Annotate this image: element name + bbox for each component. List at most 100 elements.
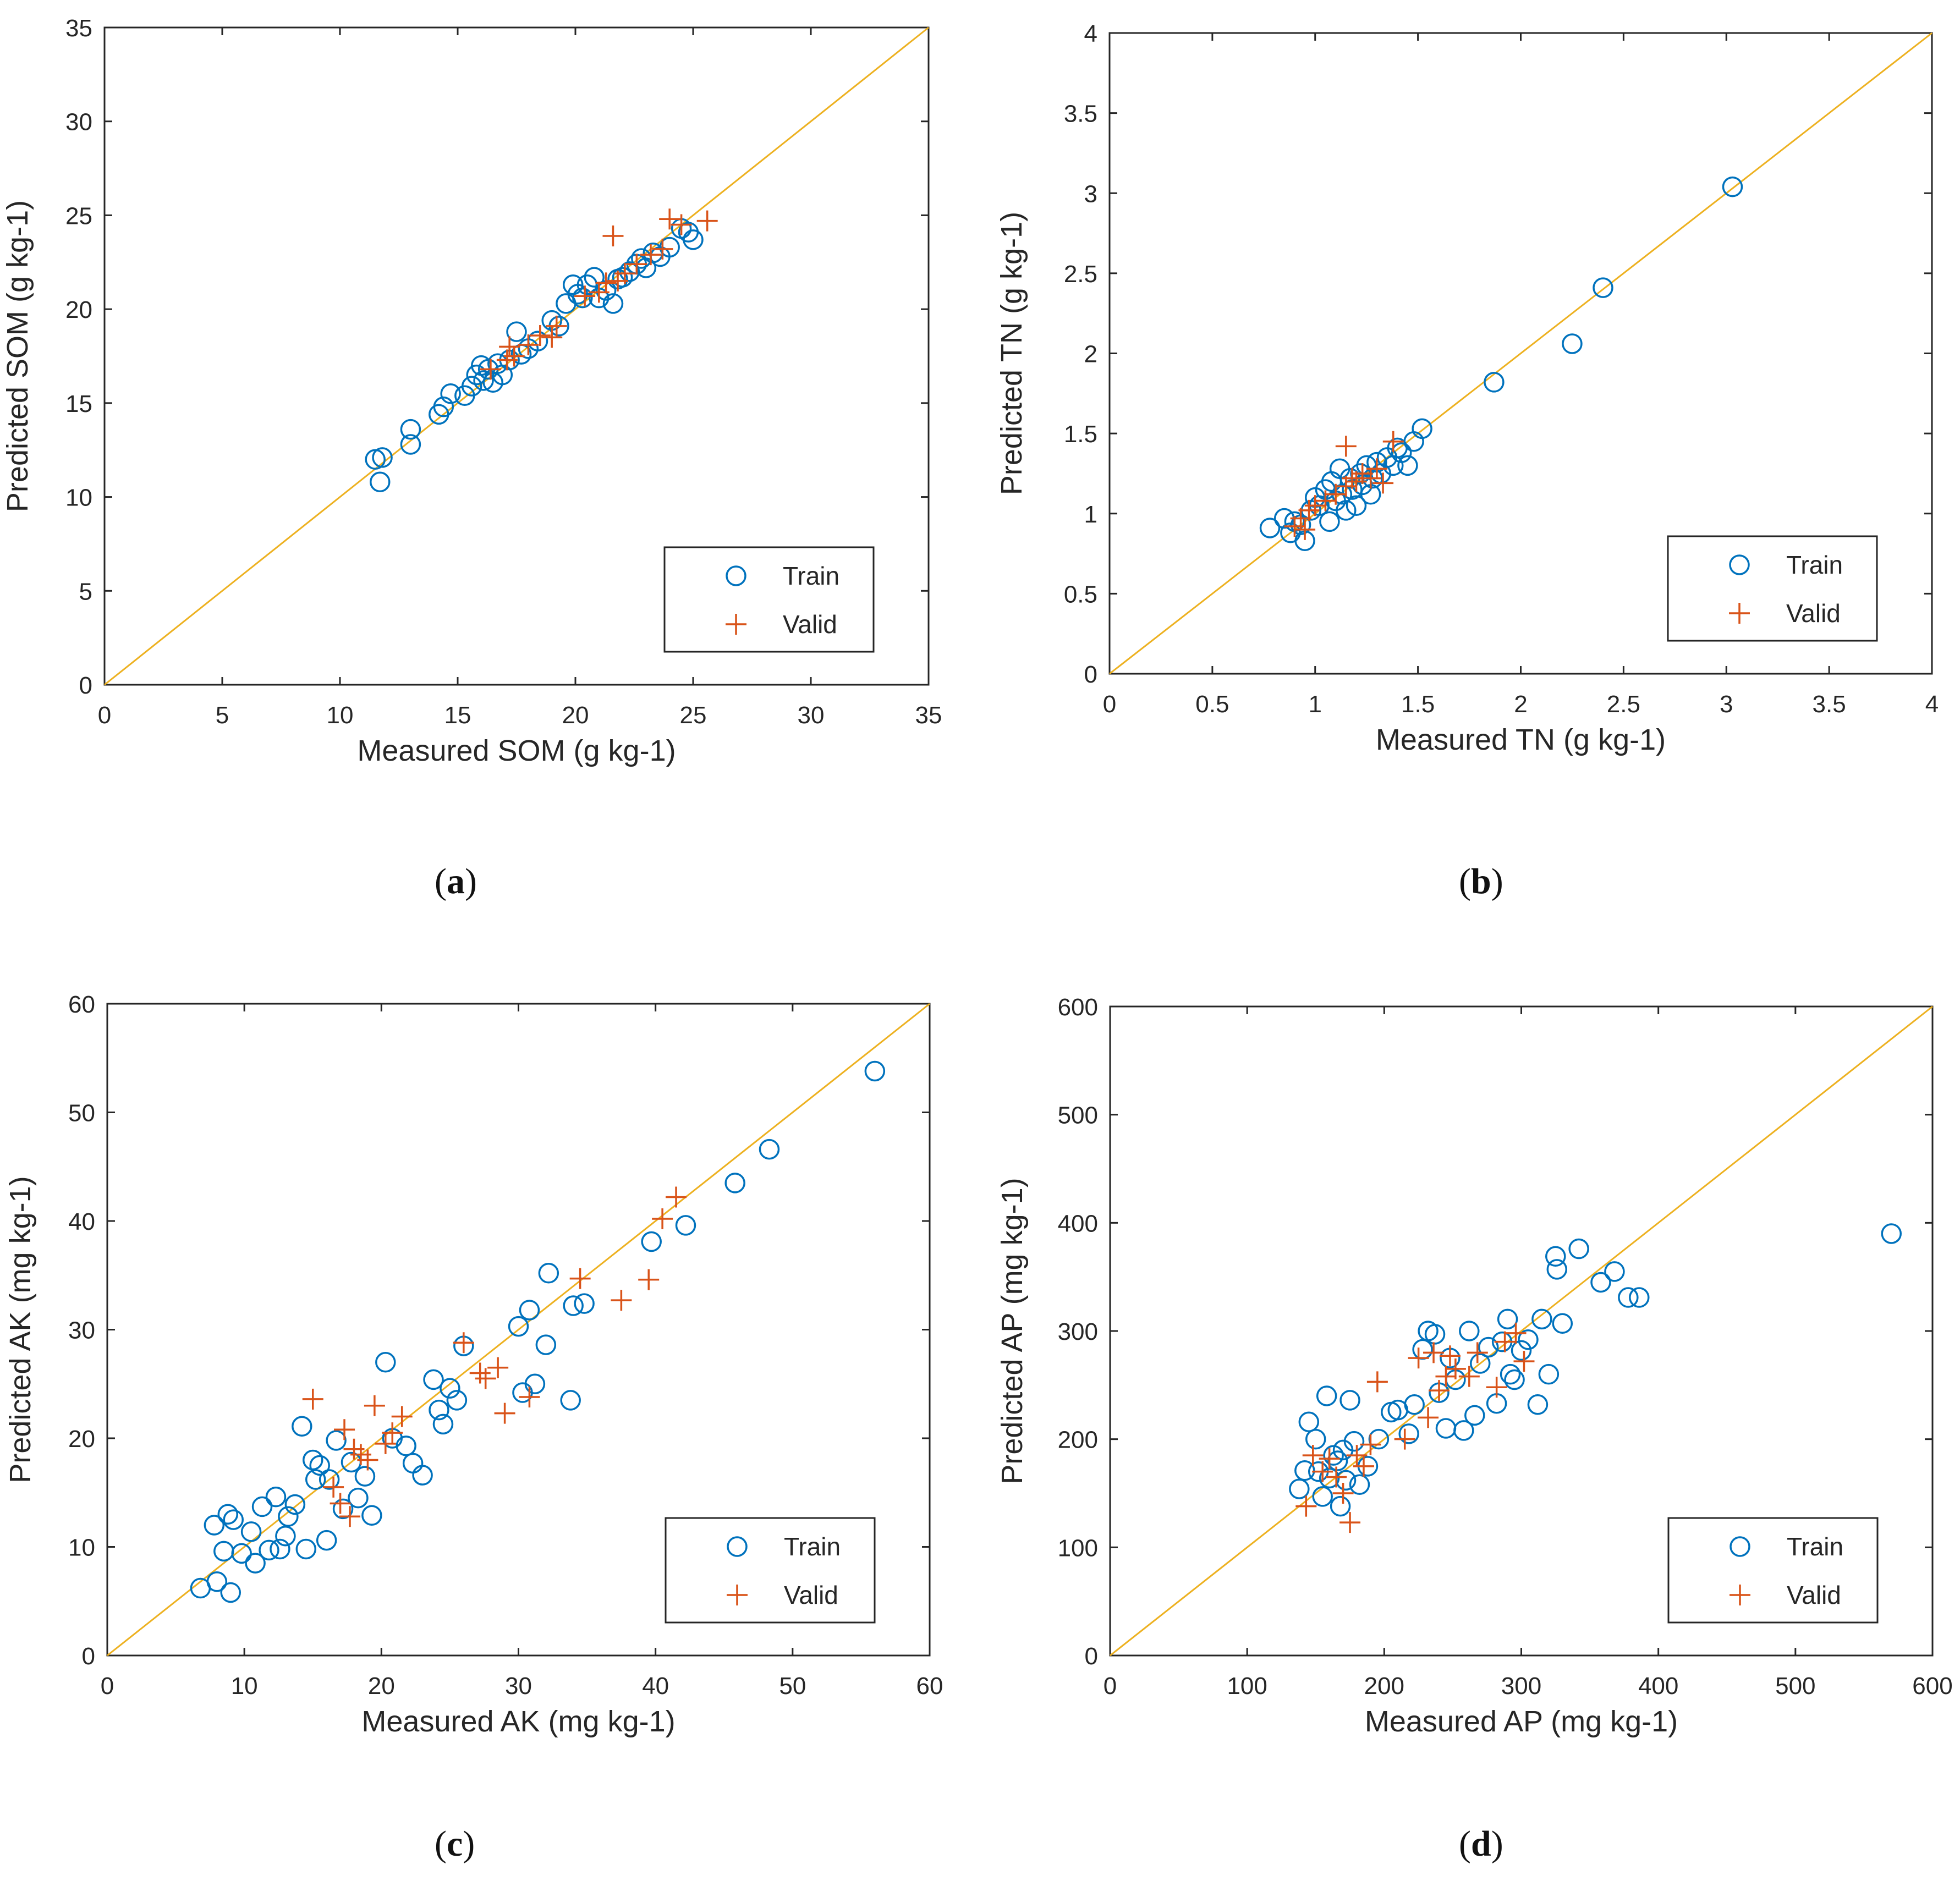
train-point: [1545, 1246, 1566, 1267]
valid-point: [666, 1186, 687, 1208]
valid-point: [391, 1406, 413, 1427]
train-point: [1518, 1329, 1539, 1350]
train-point: [316, 1530, 337, 1551]
train-point: [1412, 418, 1432, 439]
train-point: [1568, 1238, 1589, 1260]
valid-point: [1423, 1342, 1445, 1363]
train-point: [396, 1436, 416, 1456]
train-point: [1562, 333, 1583, 354]
legend-box: [1667, 535, 1878, 642]
valid-point: [499, 336, 520, 358]
train-point: [251, 1496, 273, 1517]
x-tick-label: 2: [1514, 691, 1527, 718]
x-tick-label: 5: [216, 702, 229, 729]
x-tick-label: 50: [779, 1673, 806, 1700]
valid-point: [1360, 1434, 1381, 1455]
train-point: [1484, 372, 1505, 393]
valid-point: [659, 208, 680, 230]
valid-point: [357, 1449, 378, 1471]
train-point: [1424, 1324, 1446, 1345]
valid-point: [1513, 1351, 1535, 1372]
valid-point: [652, 238, 673, 260]
one-to-one-line: [107, 1003, 930, 1657]
train-point: [220, 1582, 241, 1603]
legend-label-train: Train: [1787, 1532, 1843, 1561]
legend-box: [1667, 1517, 1879, 1624]
chart-panel-d: 0 100 200 300 400 500 600 0 100 200 300 400 500 600 Me…: [996, 994, 1953, 1738]
legend-train-marker: [1729, 554, 1750, 575]
train-point: [1629, 1287, 1650, 1308]
y-tick-label: 2.5: [1064, 261, 1097, 288]
x-tick-label: 0: [98, 702, 111, 729]
valid-point: [494, 1402, 515, 1424]
valid-point: [541, 327, 563, 348]
train-point: [433, 396, 454, 417]
x-tick-label: 0.5: [1195, 691, 1229, 718]
train-point: [524, 1373, 546, 1394]
y-tick-label: 0: [82, 1643, 95, 1670]
valid-point: [1505, 1322, 1527, 1344]
y-tick-label: 3.5: [1064, 101, 1097, 128]
train-point: [1459, 1321, 1480, 1341]
x-tick-label: 3: [1720, 691, 1733, 718]
legend-valid-marker: [727, 1585, 748, 1605]
valid-point: [1408, 1348, 1429, 1369]
train-point: [372, 447, 393, 468]
y-tick-label: 30: [68, 1317, 95, 1344]
train-point: [354, 1466, 376, 1487]
train-point: [278, 1506, 299, 1527]
train-point: [1294, 1460, 1315, 1481]
valid-point: [1304, 495, 1326, 516]
y-tick-label: 1: [1084, 501, 1097, 528]
chart-panel-b: 0 0.5 1 1.5 2 2.5 3 3.5 4 0 0.5 1 1.5 2 2.5 3 3.5 4 Measur…: [995, 20, 1939, 756]
y-tick-label: 200: [1058, 1427, 1098, 1454]
x-tick-label: 35: [915, 702, 942, 729]
y-tick-label: 2: [1084, 341, 1097, 368]
valid-point: [503, 345, 525, 367]
valid-point: [1312, 1461, 1333, 1482]
train-point: [245, 1553, 266, 1574]
valid-point: [302, 1388, 323, 1410]
train-point: [332, 1498, 354, 1520]
y-tick-label: 20: [68, 1426, 95, 1453]
train-point: [204, 1515, 225, 1536]
x-tick-label: 1: [1309, 691, 1322, 718]
train-point: [612, 267, 633, 288]
y-axis-label: Predicted AP (mg kg-1): [996, 1178, 1029, 1484]
valid-point: [1302, 1445, 1324, 1466]
y-tick-label: 3: [1084, 180, 1097, 207]
train-point: [461, 376, 482, 397]
train-point: [1546, 1259, 1568, 1280]
train-point: [1464, 1405, 1485, 1426]
train-point: [223, 1509, 244, 1530]
train-point: [1305, 1428, 1326, 1450]
train-point: [1504, 1369, 1525, 1390]
train-point: [1339, 1390, 1360, 1411]
x-axis-label: Measured TN (g kg-1): [1376, 723, 1666, 756]
train-point: [759, 1138, 780, 1160]
train-point: [309, 1455, 330, 1476]
legend-label-valid: Valid: [1786, 599, 1841, 628]
valid-point: [626, 254, 647, 275]
train-point: [1470, 1353, 1491, 1374]
y-tick-label: 0.5: [1064, 581, 1097, 608]
train-point: [1323, 1445, 1344, 1466]
valid-point: [475, 1368, 496, 1389]
valid-point: [652, 1208, 673, 1230]
train-point: [423, 1369, 444, 1390]
y-axis-label: Predicted SOM (g kg-1): [1, 200, 34, 512]
y-axis-label: Predicted TN (g kg-1): [995, 212, 1028, 495]
x-tick-label: 20: [368, 1673, 395, 1700]
valid-point: [1346, 1445, 1368, 1466]
train-point: [370, 471, 391, 493]
train-point: [295, 1538, 317, 1560]
y-tick-label: 400: [1058, 1210, 1098, 1237]
train-point: [375, 1352, 396, 1373]
valid-point: [487, 1357, 509, 1378]
train-point: [1298, 1411, 1320, 1432]
train-point: [305, 1469, 326, 1490]
valid-point: [1494, 1331, 1516, 1352]
valid-point: [323, 1476, 344, 1498]
legend-valid-marker: [726, 614, 746, 635]
train-point: [563, 1295, 584, 1316]
